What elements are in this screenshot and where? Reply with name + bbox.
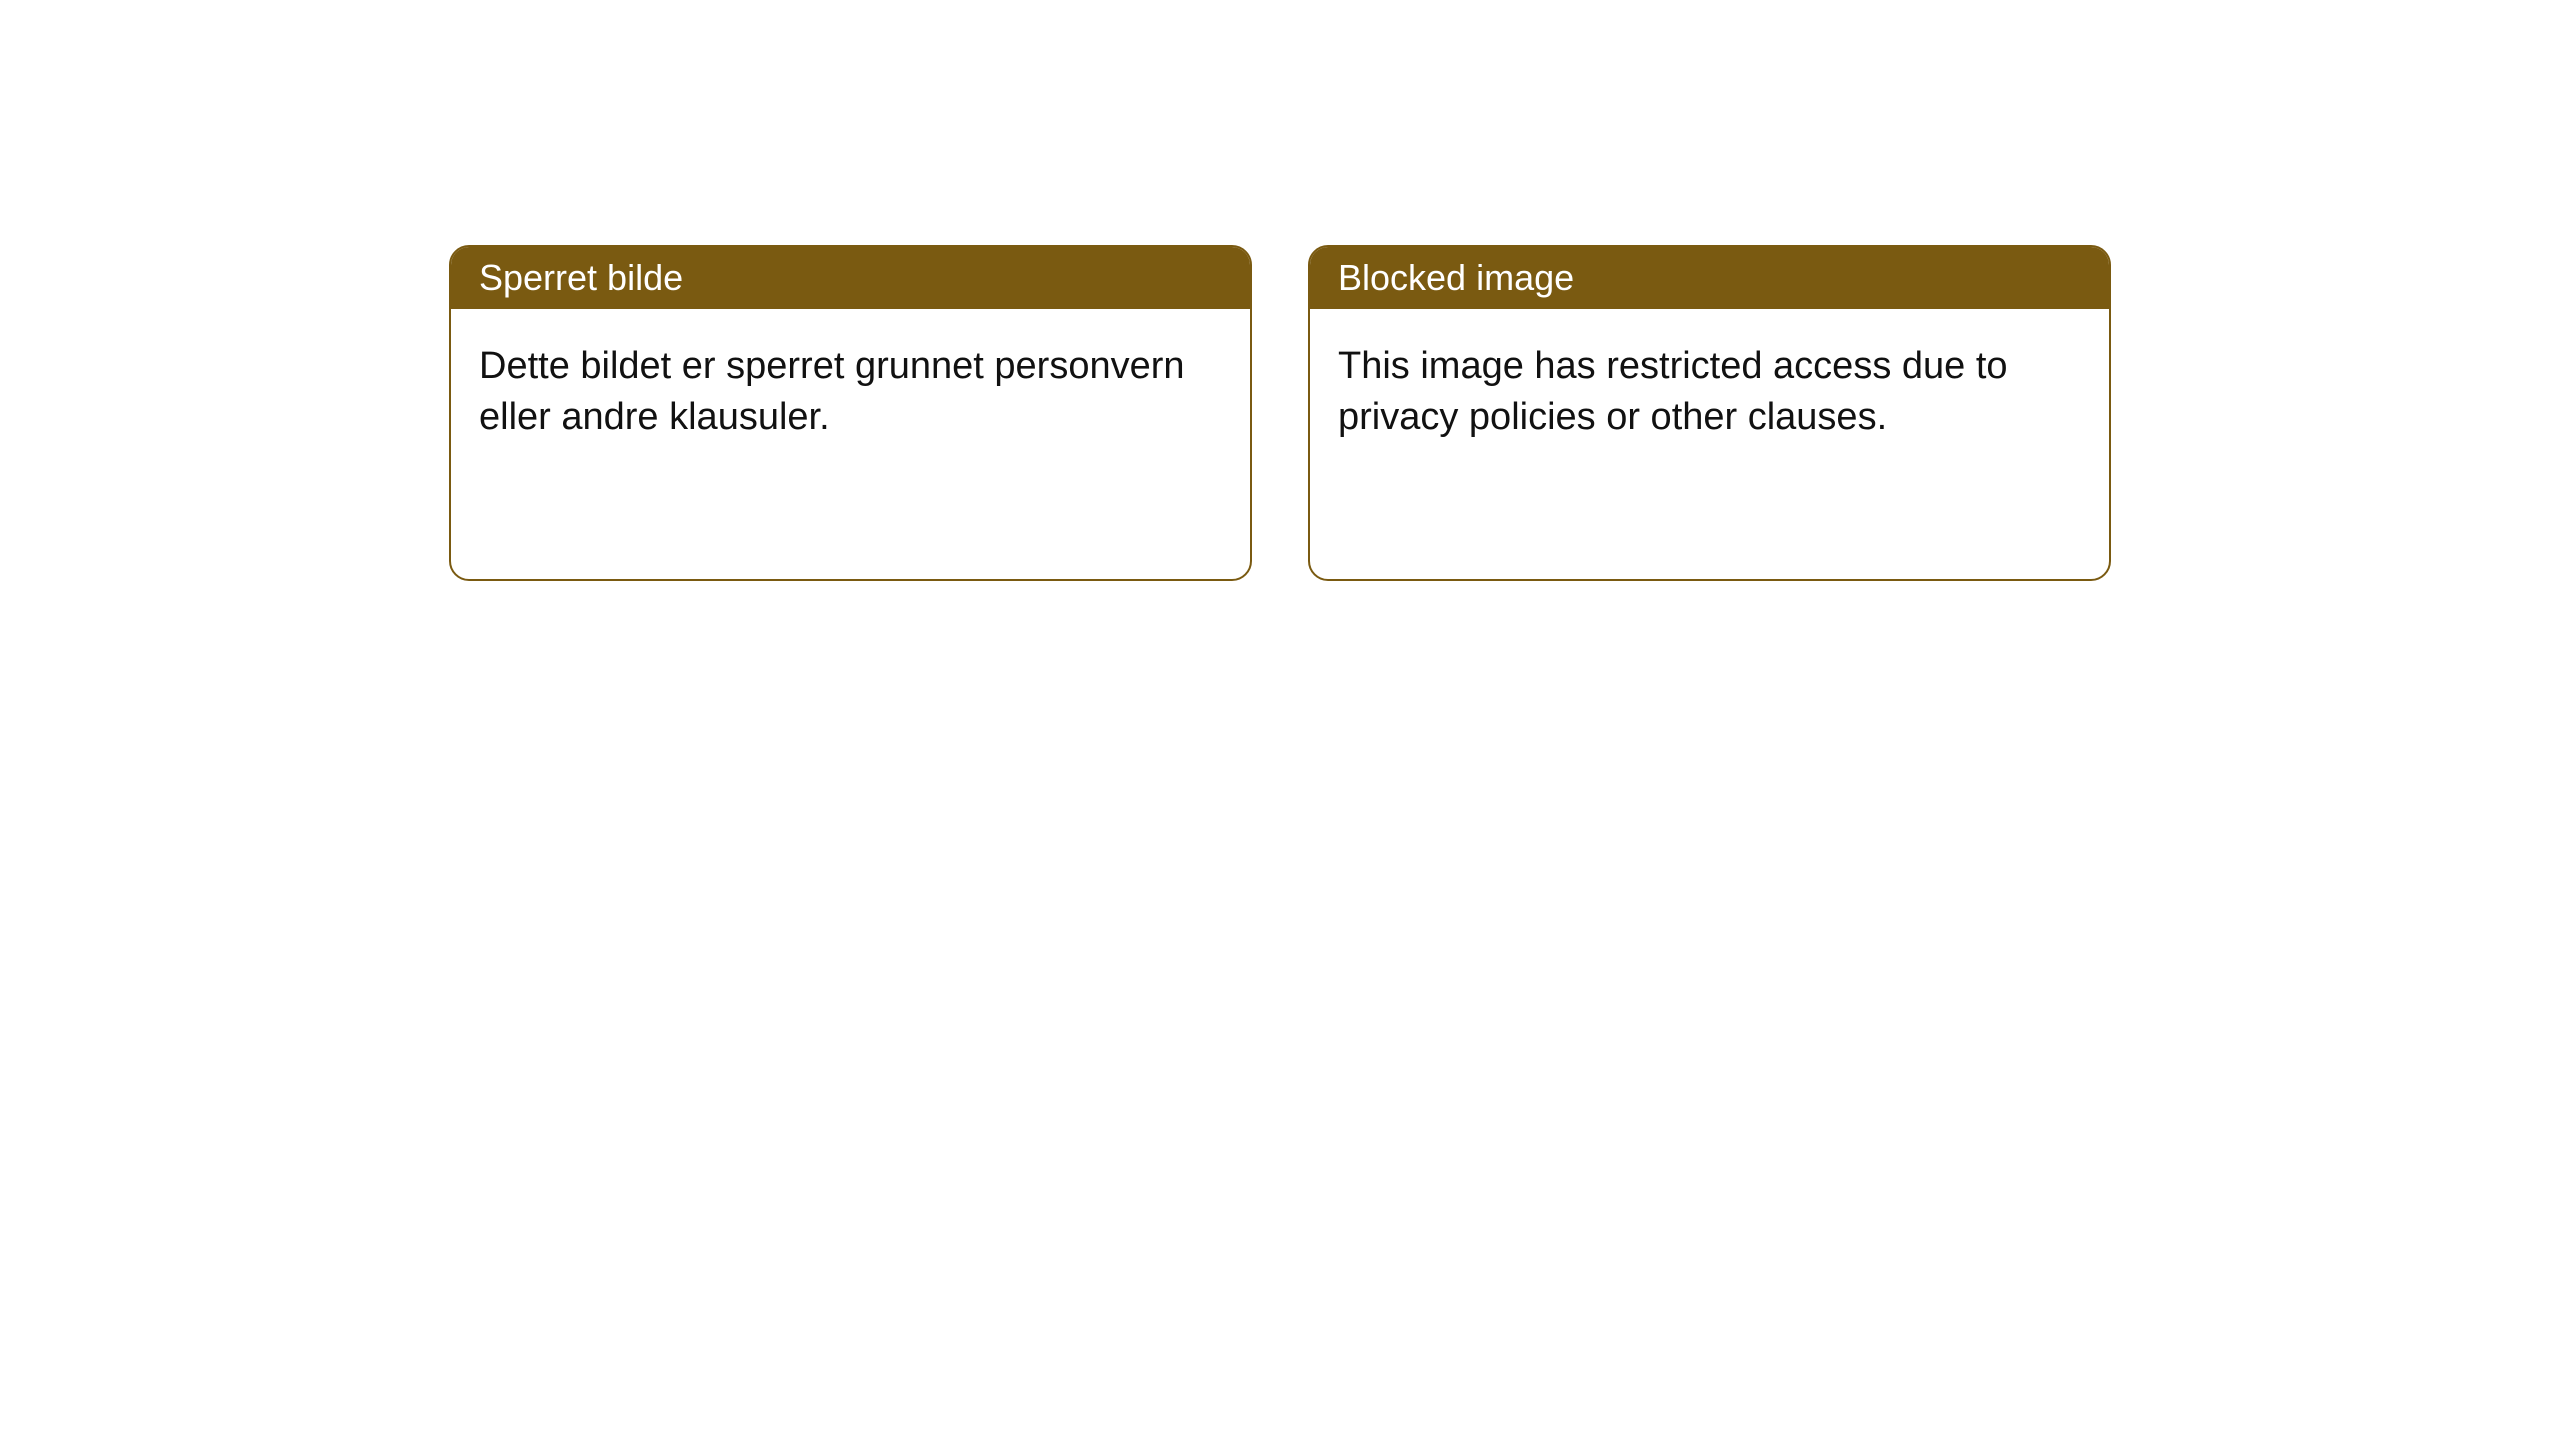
card-header: Blocked image — [1310, 247, 2109, 309]
card-title: Blocked image — [1338, 257, 1574, 298]
card-body-text: Dette bildet er sperret grunnet personve… — [479, 345, 1185, 438]
card-body: Dette bildet er sperret grunnet personve… — [451, 309, 1250, 476]
card-body: This image has restricted access due to … — [1310, 309, 2109, 476]
card-header: Sperret bilde — [451, 247, 1250, 309]
notice-card-norwegian: Sperret bilde Dette bildet er sperret gr… — [449, 245, 1252, 581]
notice-container: Sperret bilde Dette bildet er sperret gr… — [449, 245, 2111, 581]
notice-card-english: Blocked image This image has restricted … — [1308, 245, 2111, 581]
card-body-text: This image has restricted access due to … — [1338, 345, 2008, 438]
card-title: Sperret bilde — [479, 257, 683, 298]
